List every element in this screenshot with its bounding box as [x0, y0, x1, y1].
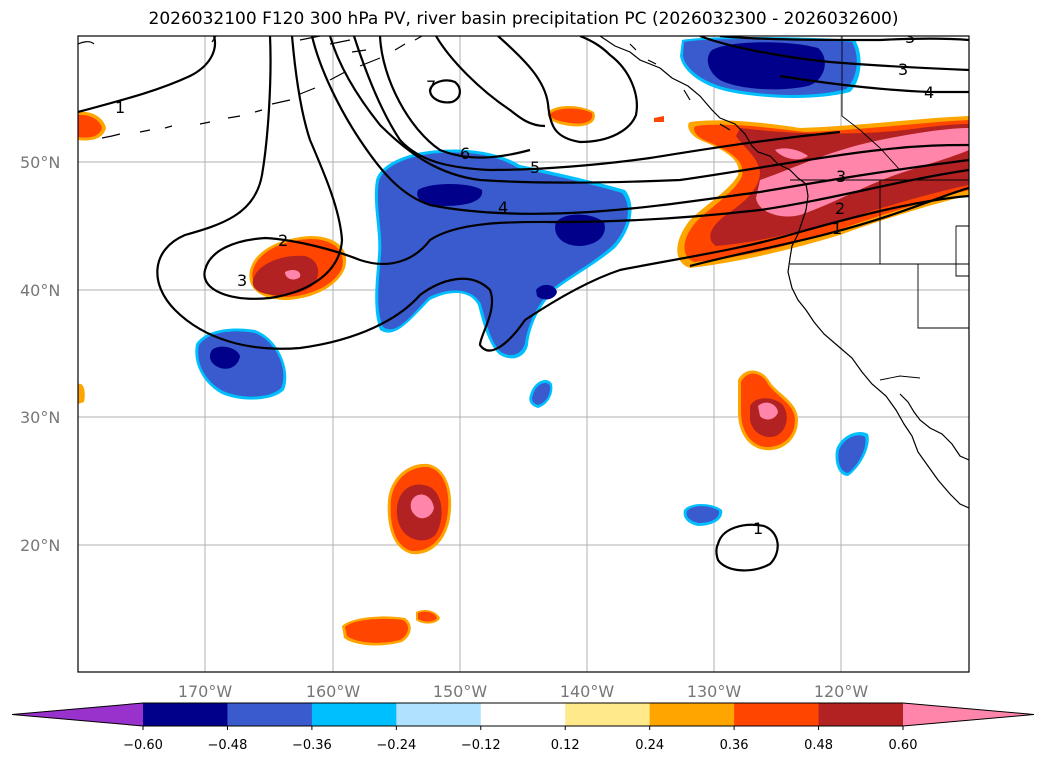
contour-label: 3 [836, 167, 846, 186]
contour-label: 4 [924, 83, 934, 102]
map-frame [77, 35, 970, 673]
contour-label: 3 [905, 28, 915, 47]
colorbar-swatch [480, 703, 566, 726]
colorbar-swatch [396, 703, 482, 726]
longitude-labels: 170°W 160°W 150°W 140°W 130°W 120°W [178, 682, 869, 701]
contour-labels: 1 2 3 4 5 6 7 3 4 3 2 1 2 3 1 [115, 28, 934, 538]
contour-label: 3 [898, 60, 908, 79]
colorbar: −0.60 −0.48 −0.36 −0.24 −0.12 0.12 0.24 0.36 0.4… [11, 702, 1035, 753]
colorbar-tick-label: 0.12 [551, 738, 580, 753]
colorbar-tick-label: 0.36 [720, 738, 749, 753]
colorbar-tick-label: −0.24 [376, 738, 416, 753]
lon-label: 130°W [687, 682, 742, 701]
contour-label: 3 [237, 271, 247, 290]
lat-label: 30°N [20, 408, 60, 427]
map-title: 2026032100 F120 300 hPa PV, river basin … [148, 9, 899, 29]
colorbar-tick-label: −0.48 [208, 738, 248, 753]
contour-label: 2 [835, 199, 845, 218]
colorbar-swatch [565, 703, 651, 726]
colorbar-tick-label: −0.36 [292, 738, 332, 753]
contour-label: 4 [498, 198, 508, 217]
lon-label: 140°W [560, 682, 615, 701]
lat-label: 50°N [20, 153, 60, 172]
pv-contours [78, 36, 969, 572]
positive-anomaly-shading [78, 106, 969, 646]
colorbar-tick-label: −0.12 [461, 738, 501, 753]
colorbar-tick-label: −0.60 [123, 738, 163, 753]
latitude-labels: 50°N 40°N 30°N 20°N [20, 153, 60, 555]
colorbar-swatch [227, 703, 313, 726]
colorbar-tick-label: 0.60 [889, 738, 918, 753]
lon-label: 160°W [306, 682, 361, 701]
contour-label: 1 [115, 98, 125, 117]
colorbar-tick-label: 0.24 [635, 738, 664, 753]
contour-label: 1 [832, 219, 842, 238]
colorbar-swatch [649, 703, 735, 726]
lat-label: 40°N [20, 281, 60, 300]
lat-label: 20°N [20, 536, 60, 555]
lon-label: 120°W [814, 682, 869, 701]
lon-label: 150°W [433, 682, 488, 701]
contour-label: 2 [278, 231, 288, 250]
colorbar-swatch [311, 703, 397, 726]
lon-label: 170°W [178, 682, 233, 701]
colorbar-extend-high [903, 703, 1034, 726]
colorbar-tick-label: 0.48 [804, 738, 833, 753]
contour-label: 1 [753, 519, 763, 538]
colorbar-swatch [143, 703, 228, 726]
political-boundaries [790, 36, 969, 381]
colorbar-swatch [818, 703, 904, 726]
contour-label: 5 [530, 158, 540, 177]
contour-label: 7 [426, 77, 436, 96]
contour-label: 6 [460, 144, 470, 163]
colorbar-extend-low [12, 703, 143, 726]
colorbar-swatch [734, 703, 820, 726]
